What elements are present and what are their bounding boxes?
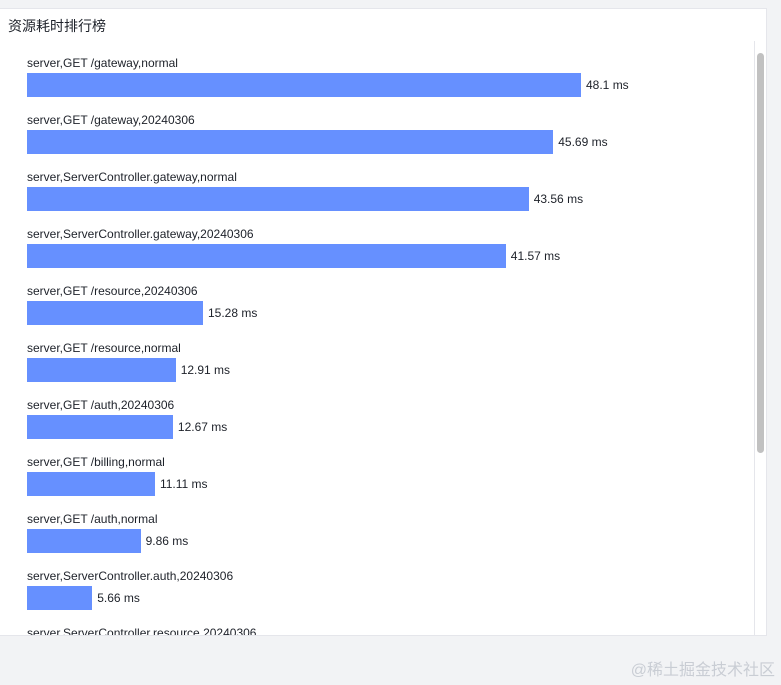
- bar-value-label: 48.1 ms: [586, 78, 629, 92]
- scrollbar-thumb[interactable]: [757, 53, 764, 453]
- bar-value-label: 45.69 ms: [558, 135, 608, 149]
- bar-value-label: 12.67 ms: [177, 420, 228, 434]
- bar-row[interactable]: server,GET /auth,normal 9.86 ms: [27, 512, 747, 569]
- bar-row[interactable]: server,GET /resource,normal 12.91 ms: [27, 341, 747, 398]
- bar-row[interactable]: server,GET /gateway,20240306 45.69 ms: [27, 113, 747, 170]
- bar-category-label: server,GET /billing,normal: [27, 455, 165, 469]
- bar-row[interactable]: server,ServerController.gateway,normal 43…: [27, 170, 747, 227]
- bar-category-label: server,ServerController.resource,2024030…: [27, 626, 257, 636]
- bar[interactable]: [27, 187, 529, 211]
- bar-value-label: 9.86 ms: [145, 534, 189, 548]
- bar-category-label: server,GET /gateway,normal: [27, 56, 178, 70]
- bar-value-label: 41.57 ms: [510, 249, 561, 263]
- bar-category-label: server,GET /auth,normal: [27, 512, 158, 526]
- bar-value-label: 12.91 ms: [180, 363, 231, 377]
- bar[interactable]: [27, 301, 203, 325]
- bar-category-label: server,GET /resource,normal: [27, 341, 181, 355]
- watermark: @稀土掘金技术社区: [630, 662, 775, 679]
- bar[interactable]: [27, 415, 173, 439]
- bar[interactable]: [27, 244, 506, 268]
- bar-category-label: server,GET /gateway,20240306: [27, 113, 195, 127]
- bar-row[interactable]: server,GET /billing,normal 11.11 ms: [27, 455, 747, 512]
- bar-row[interactable]: server,ServerController.resource,2024030…: [27, 626, 747, 636]
- bar-category-label: server,ServerController.gateway,normal: [27, 170, 237, 184]
- bar-chart[interactable]: server,GET /gateway,normal 48.1 ms server,…: [0, 41, 752, 636]
- bar-row[interactable]: server,GET /resource,20240306 15.28 ms: [27, 284, 747, 341]
- bar[interactable]: [27, 586, 93, 610]
- bar-category-label: server,ServerController.auth,20240306: [27, 569, 234, 583]
- ranking-panel: 资源耗时排行榜 server,GET /gateway,normal 48.1 m…: [0, 8, 767, 636]
- bar-row[interactable]: server,GET /auth,20240306 12.67 ms: [27, 398, 747, 455]
- vertical-scrollbar[interactable]: [754, 41, 766, 635]
- bar-value-label: 11.11 ms: [159, 477, 208, 491]
- bar-row[interactable]: server,GET /gateway,normal 48.1 ms: [27, 56, 747, 113]
- bar-category-label: server,ServerController.gateway,20240306: [27, 227, 254, 241]
- bar-category-label: server,GET /auth,20240306: [27, 398, 175, 412]
- bar[interactable]: [27, 358, 176, 382]
- bar-value-label: 15.28 ms: [207, 306, 258, 320]
- bar[interactable]: [27, 130, 554, 154]
- bar[interactable]: [27, 472, 155, 496]
- bar-value-label: 43.56 ms: [533, 192, 584, 206]
- bar-value-label: 5.66 ms: [97, 591, 140, 605]
- bar-row[interactable]: server,ServerController.auth,20240306 5.6…: [27, 569, 747, 626]
- bar[interactable]: [27, 73, 581, 97]
- bar-row[interactable]: server,ServerController.gateway,20240306…: [27, 227, 747, 284]
- bar[interactable]: [27, 529, 141, 553]
- panel-title: 资源耗时排行榜: [8, 18, 106, 34]
- bar-category-label: server,GET /resource,20240306: [27, 284, 198, 298]
